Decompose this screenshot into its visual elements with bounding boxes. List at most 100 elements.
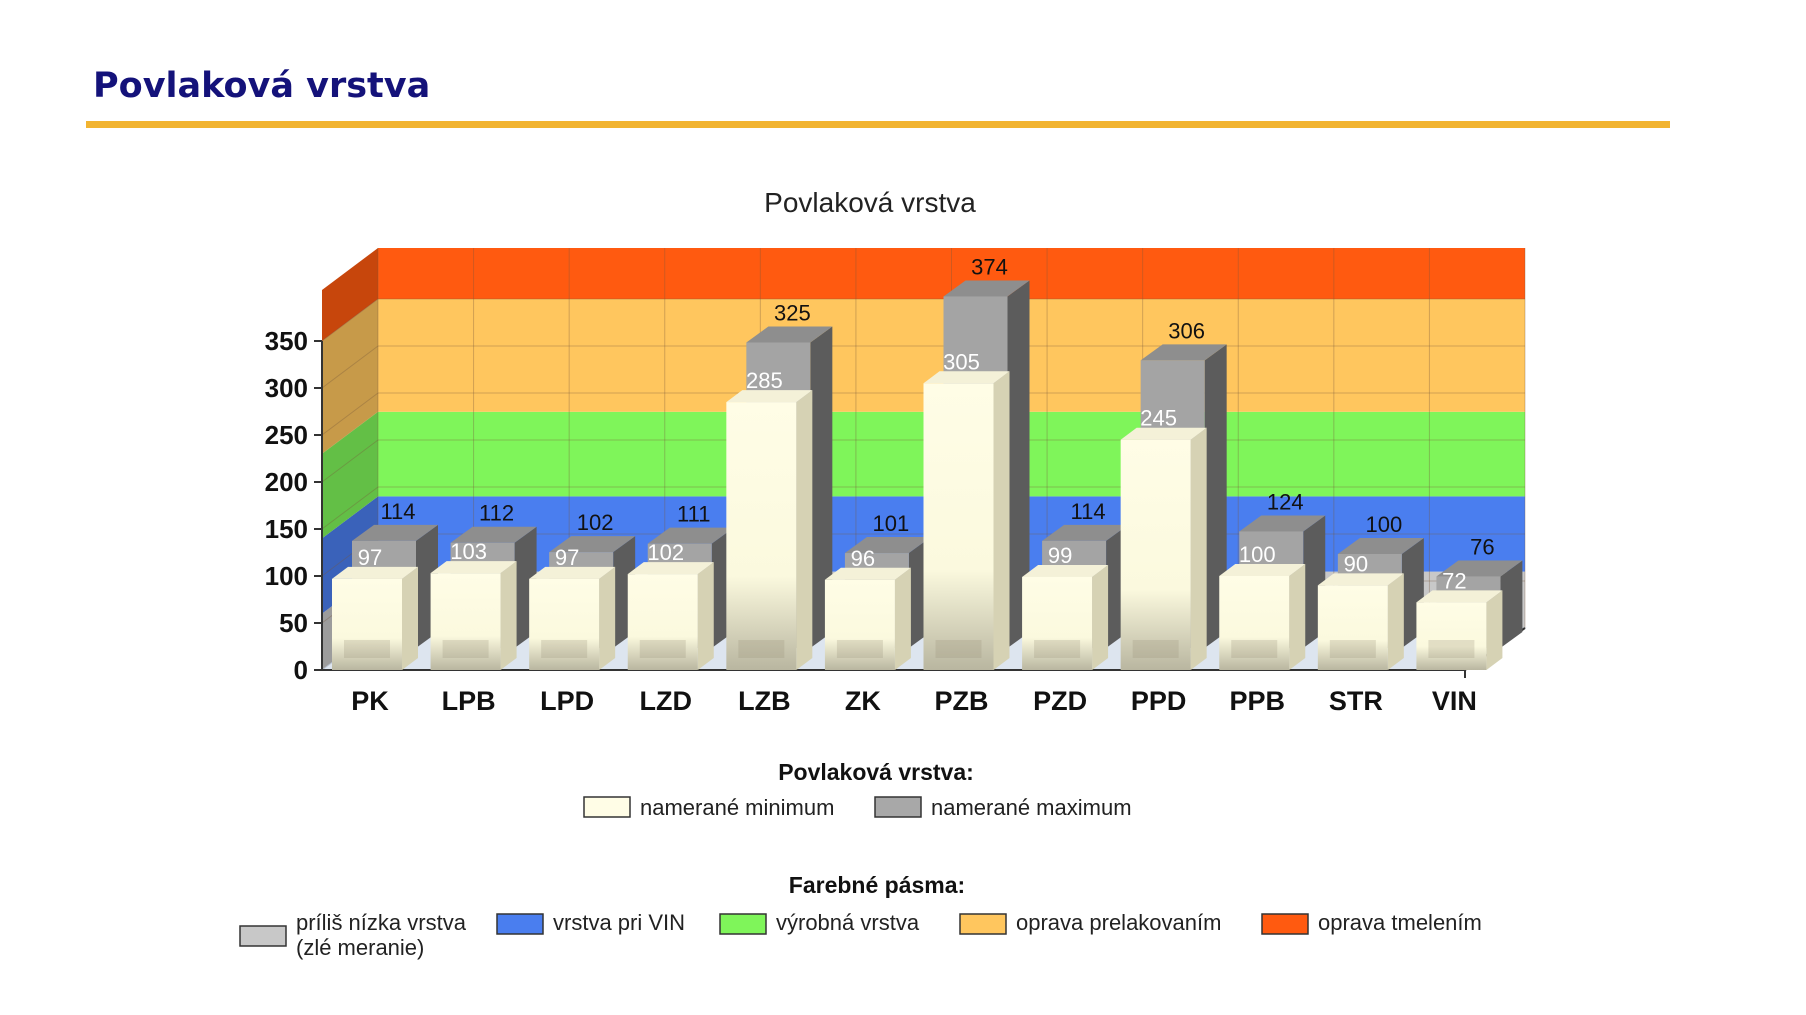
- bar-min-PPB-top: [1219, 564, 1306, 576]
- data-label-min: 103: [450, 539, 487, 564]
- bar-min-PPD: [1120, 427, 1207, 670]
- data-label-min: 245: [1140, 406, 1177, 431]
- bar-min-VIN-top: [1416, 590, 1503, 603]
- data-label-min: 97: [555, 545, 579, 570]
- data-label-max: 114: [380, 499, 415, 524]
- x-tick-label-PPD: PPD: [1131, 686, 1187, 716]
- bar-min-ZK-side: [894, 567, 911, 670]
- bar-min-LZD-side: [697, 562, 714, 670]
- bar-min-PZB-side: [993, 371, 1010, 670]
- bar-min-LPD-top: [529, 566, 616, 579]
- bar-max-LZB-side: [810, 326, 833, 648]
- band-side-2: [322, 411, 378, 539]
- title-underline: [86, 121, 1670, 128]
- bar-max-LPD-top: [549, 536, 636, 553]
- bar-max-PPD-top: [1140, 344, 1227, 361]
- bar-min-PPD-side: [1190, 427, 1207, 670]
- legend-swatch: [1261, 913, 1309, 935]
- bar-min-LPB-top: [430, 561, 517, 574]
- bars: [332, 280, 1523, 670]
- band-side-4: [322, 248, 378, 341]
- data-labels: 114 97 112 103 102 97 111 102 325 285 101 96 374 305 1…: [358, 254, 1495, 593]
- bar-min-shadow: [541, 640, 588, 658]
- bar-min-ZK-top: [824, 567, 911, 580]
- bar-max-LPB-top: [450, 526, 537, 543]
- bar-max-LZB-top: [746, 326, 833, 343]
- bar-max-ZK-top: [844, 537, 931, 554]
- bar-max-STR-top: [1337, 538, 1424, 554]
- bar-min-LZD-top: [627, 562, 714, 575]
- data-label-max: 112: [479, 501, 514, 526]
- band-back-4: [378, 248, 1525, 299]
- bands-legend-item-3: oprava prelakovaním: [959, 910, 1221, 935]
- y-tick-label: 100: [265, 561, 308, 591]
- bar-min-STR-top: [1317, 573, 1404, 586]
- x-tick-label-ZK: ZK: [845, 686, 881, 716]
- y-tick-label: 250: [265, 420, 308, 450]
- x-tick-label-STR: STR: [1329, 686, 1383, 716]
- bar-max-PPD-side: [1204, 344, 1227, 648]
- legend-swatch: [874, 796, 922, 818]
- x-tick-label-VIN: VIN: [1432, 686, 1477, 716]
- bands-legend-item-4: oprava tmelením: [1261, 910, 1482, 935]
- bar-min-ZK: [824, 567, 911, 670]
- bar-min-LZD-front: [627, 574, 698, 670]
- bar-min-shadow: [836, 640, 883, 658]
- series-legend: namerané minimum namerané maximum: [583, 795, 1132, 820]
- data-label-min: 285: [746, 368, 783, 393]
- bar-min-LZD: [627, 562, 714, 670]
- x-tick-label-PPB: PPB: [1229, 686, 1285, 716]
- gridline-side: [321, 298, 379, 342]
- bar-min-STR-front: [1317, 585, 1388, 670]
- chart-title: Povlaková vrstva: [764, 187, 976, 218]
- bar-min-PZB: [923, 371, 1010, 670]
- bar-min-STR: [1317, 573, 1404, 670]
- data-label-min: 99: [1048, 543, 1072, 568]
- bar-min-shadow: [935, 640, 982, 658]
- legend-label: oprava prelakovaním: [1016, 910, 1221, 935]
- legend-label: príliš nízka vrstva: [296, 910, 467, 935]
- bar-min-shadow: [1329, 640, 1376, 658]
- data-label-max: 306: [1168, 318, 1205, 343]
- bar-max-PZB-side: [1007, 280, 1030, 648]
- data-label-min: 90: [1344, 551, 1368, 576]
- x-tick-label-PZD: PZD: [1033, 686, 1087, 716]
- bands-legend-item-1: vrstva pri VIN: [496, 910, 685, 935]
- x-tick-label-PZB: PZB: [935, 686, 989, 716]
- bar-min-LZB: [726, 390, 813, 670]
- x-tick-label-LZB: LZB: [738, 686, 790, 716]
- bar-min-shadow: [738, 640, 785, 658]
- bands-legend: príliš nízka vrstva(zlé meranie) vrstva p…: [239, 910, 1482, 960]
- axes: 0 50 100 150 200 250 300 350 PK LPB LPD LZD LZB ZK PZB…: [265, 326, 1526, 716]
- bar-min-LPD-front: [529, 578, 600, 670]
- bands-legend-item-0: príliš nízka vrstva(zlé meranie): [239, 910, 467, 960]
- bar-max-LZD-top: [647, 527, 734, 544]
- legend-label: výrobná vrstva: [776, 910, 920, 935]
- bar-min-LZB-front: [726, 402, 797, 670]
- bar-min-PZD-side: [1092, 564, 1109, 670]
- bar-min-shadow: [1034, 640, 1081, 658]
- legend-swatch: [719, 913, 767, 935]
- bar-max-PZD-top: [1042, 524, 1129, 541]
- bar-min-PPB: [1219, 564, 1306, 670]
- bar-min-VIN-front: [1416, 602, 1487, 670]
- data-label-max: 100: [1365, 512, 1402, 537]
- bar-min-shadow: [442, 640, 489, 658]
- data-label-max: 76: [1470, 535, 1494, 560]
- data-label-min: 305: [943, 349, 980, 374]
- legend-item-minimum: namerané minimum: [583, 795, 834, 820]
- y-tick-label: 300: [265, 373, 308, 403]
- bar-min-ZK-front: [824, 579, 895, 670]
- data-label-min: 96: [851, 546, 875, 571]
- bar-min-VIN: [1416, 590, 1503, 670]
- bar-min-PZD-top: [1022, 564, 1109, 577]
- y-tick-label: 350: [265, 326, 308, 356]
- bar-min-shadow: [1132, 640, 1179, 658]
- bands-legend-item-2: výrobná vrstva: [719, 910, 920, 935]
- x-tick-label-PK: PK: [351, 686, 389, 716]
- bar-min-PZD: [1022, 564, 1109, 670]
- bar-min-PPD-top: [1120, 427, 1207, 440]
- data-label-max: 325: [774, 301, 811, 326]
- bar-min-PPD-front: [1120, 439, 1191, 670]
- gridline-side: [321, 392, 379, 436]
